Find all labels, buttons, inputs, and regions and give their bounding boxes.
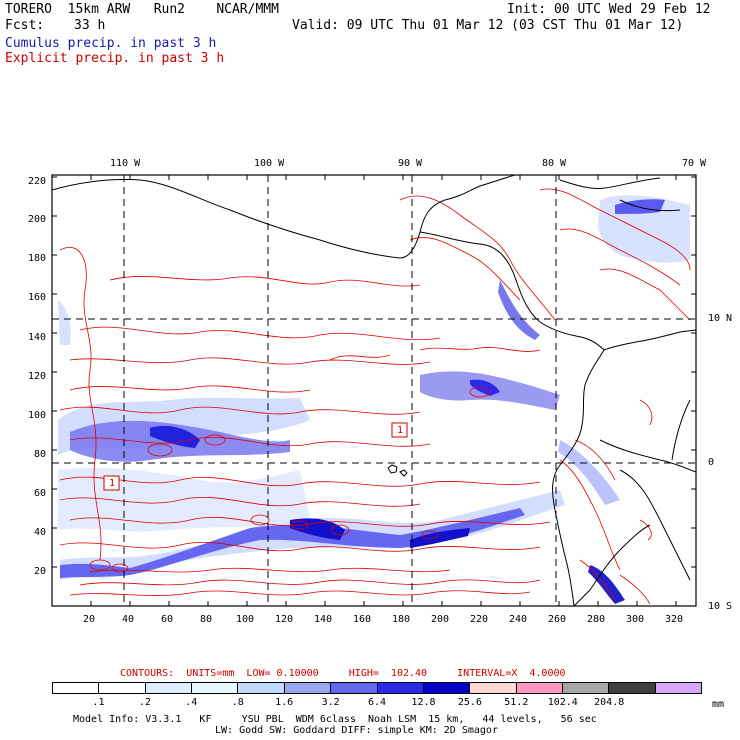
colorbar-labels: .1 .2 .4 .8 1.6 3.2 6.4 12.8 25.6 51.2 102.4 204.8: [0, 697, 740, 709]
colorbar-label: .1: [92, 697, 105, 708]
colorbar-label: 6.4: [368, 697, 387, 708]
x-tick-label: 120: [275, 614, 294, 625]
lat-label: 0: [708, 457, 715, 468]
x-tick-label: 200: [431, 614, 450, 625]
colorbar-label: .2: [138, 697, 151, 708]
colorbar-swatch: [376, 683, 423, 693]
colorbar-swatch: [330, 683, 377, 693]
colorbar-units: mm: [712, 699, 725, 710]
explicit-precip-contours: [59, 188, 691, 605]
x-tick-label: 20: [83, 614, 96, 625]
y-tick-label: 40: [34, 527, 47, 538]
marker-label: 1: [109, 478, 116, 489]
colorbar-label: 1.6: [275, 697, 294, 708]
lon-label: 110 W: [110, 158, 141, 169]
model-info-physics: LW: Godd SW: Goddard DIFF: simple KM: 2D…: [215, 725, 498, 736]
y-tick-label: 200: [28, 214, 47, 225]
contour-info: CONTOURS: UNITS=mm LOW= 0.10000 HIGH= 10…: [120, 668, 566, 679]
x-tick-label: 320: [665, 614, 684, 625]
x-tick-label: 100: [236, 614, 255, 625]
colorbar-label: 102.4: [547, 697, 578, 708]
colorbar-swatch: [237, 683, 284, 693]
y-tick-label: 140: [28, 332, 47, 343]
y-tick-label: 120: [28, 371, 47, 382]
colorbar-swatch: [654, 683, 702, 693]
colorbar-swatch: [144, 683, 192, 693]
y-tick-label: 80: [34, 449, 47, 460]
colorbar-label: 12.8: [411, 697, 436, 708]
colorbar-swatch: [98, 683, 145, 693]
axis-ticks: [51, 175, 696, 607]
lon-label: 90 W: [398, 158, 423, 169]
colorbar-swatch: [53, 683, 99, 693]
lat-label: 10 S: [708, 601, 733, 612]
colorbar-swatch: [561, 683, 609, 693]
colorbar-swatch: [515, 683, 562, 693]
x-tick-label: 300: [626, 614, 645, 625]
colorbar-swatch: [469, 683, 516, 693]
colorbar-label: .8: [231, 697, 244, 708]
colorbar-label: 3.2: [321, 697, 340, 708]
x-tick-label: 80: [200, 614, 213, 625]
colorbar-label: 204.8: [594, 697, 625, 708]
legend-cumulus: Cumulus precip. in past 3 h: [5, 36, 217, 51]
y-tick-label: 60: [34, 488, 47, 499]
x-tick-label: 280: [587, 614, 606, 625]
coastlines: [52, 175, 696, 606]
y-tick-label: 20: [34, 566, 47, 577]
marker-box: [103, 475, 120, 491]
lon-label: 70 W: [682, 158, 707, 169]
x-tick-label: 180: [392, 614, 411, 625]
valid-time: Valid: 09 UTC Thu 01 Mar 12 (03 CST Thu …: [292, 18, 684, 33]
cumulus-precip-shading: [58, 195, 690, 604]
map-frame: [51, 174, 697, 607]
lon-label: 100 W: [254, 158, 285, 169]
x-tick-label: 260: [548, 614, 567, 625]
x-tick-label: 220: [470, 614, 489, 625]
colorbar-swatch: [608, 683, 655, 693]
marker-label: 1: [397, 425, 404, 436]
colorbar: [52, 682, 702, 694]
y-tick-label: 100: [28, 410, 47, 421]
legend-explicit: Explicit precip. in past 3 h: [5, 51, 225, 66]
model-info: Model Info: V3.3.1 KF YSU PBL WDM 6class…: [73, 714, 597, 725]
forecast-label: Fcst:: [5, 18, 45, 33]
x-tick-label: 160: [353, 614, 372, 625]
colorbar-swatch: [283, 683, 331, 693]
lon-label: 80 W: [542, 158, 567, 169]
x-tick-label: 140: [314, 614, 333, 625]
colorbar-swatch: [422, 683, 470, 693]
x-tick-label: 40: [122, 614, 135, 625]
colorbar-label: 51.2: [504, 697, 529, 708]
y-tick-label: 160: [28, 292, 47, 303]
x-tick-label: 240: [509, 614, 528, 625]
init-time: Init: 00 UTC Wed 29 Feb 12: [507, 2, 711, 17]
station-markers: [103, 422, 408, 491]
colorbar-label: .4: [185, 697, 198, 708]
model-title: TORERO 15km ARW Run2 NCAR/MMM: [5, 2, 279, 17]
y-tick-label: 220: [28, 176, 47, 187]
x-tick-label: 60: [161, 614, 174, 625]
colorbar-swatch: [191, 683, 238, 693]
forecast-hour: 33 h: [74, 18, 106, 33]
y-tick-label: 180: [28, 253, 47, 264]
lat-label: 10 N: [708, 313, 733, 324]
marker-box: [391, 422, 408, 438]
colorbar-label: 25.6: [457, 697, 482, 708]
